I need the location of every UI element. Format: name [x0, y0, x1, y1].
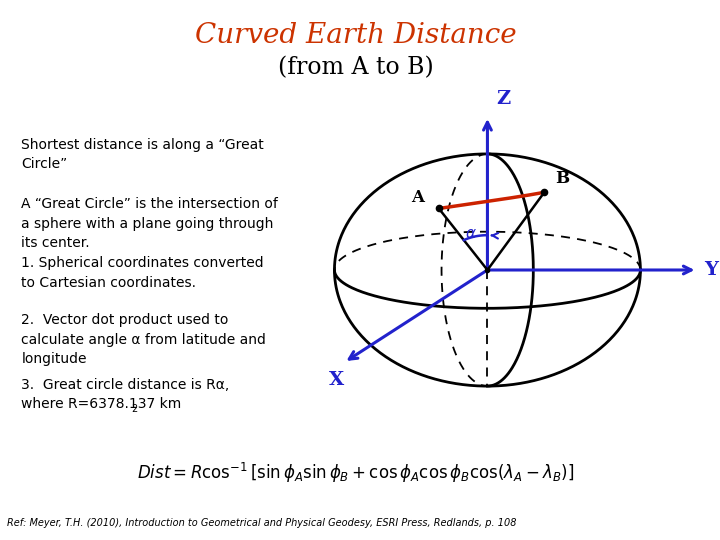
- Text: A: A: [412, 189, 425, 206]
- Text: (from A to B): (from A to B): [278, 56, 433, 79]
- Text: Shortest distance is along a “Great
Circle”: Shortest distance is along a “Great Circ…: [22, 138, 264, 171]
- Text: Ref: Meyer, T.H. (2010), Introduction to Geometrical and Physical Geodesy, ESRI : Ref: Meyer, T.H. (2010), Introduction to…: [7, 518, 517, 528]
- Text: $\alpha$: $\alpha$: [464, 227, 477, 241]
- Text: Z: Z: [496, 90, 510, 108]
- Text: X: X: [329, 370, 345, 389]
- Text: Y: Y: [704, 261, 719, 279]
- Text: $\mathit{Dist} = R\cos^{-1}[\sin\phi_A\sin\phi_B + \cos\phi_A\cos\phi_B\cos(\lam: $\mathit{Dist} = R\cos^{-1}[\sin\phi_A\s…: [138, 461, 575, 484]
- Text: 2: 2: [132, 404, 138, 414]
- Text: B: B: [555, 170, 569, 187]
- Text: 1. Spherical coordinates converted
to Cartesian coordinates.: 1. Spherical coordinates converted to Ca…: [22, 256, 264, 290]
- Text: 3.  Great circle distance is Rα,
where R=6378.137 km: 3. Great circle distance is Rα, where R=…: [22, 378, 230, 411]
- Text: A “Great Circle” is the intersection of
a sphere with a plane going through
its : A “Great Circle” is the intersection of …: [22, 197, 278, 250]
- Text: 2.  Vector dot product used to
calculate angle α from latitude and
longitude: 2. Vector dot product used to calculate …: [22, 313, 266, 366]
- Text: Curved Earth Distance: Curved Earth Distance: [195, 22, 517, 49]
